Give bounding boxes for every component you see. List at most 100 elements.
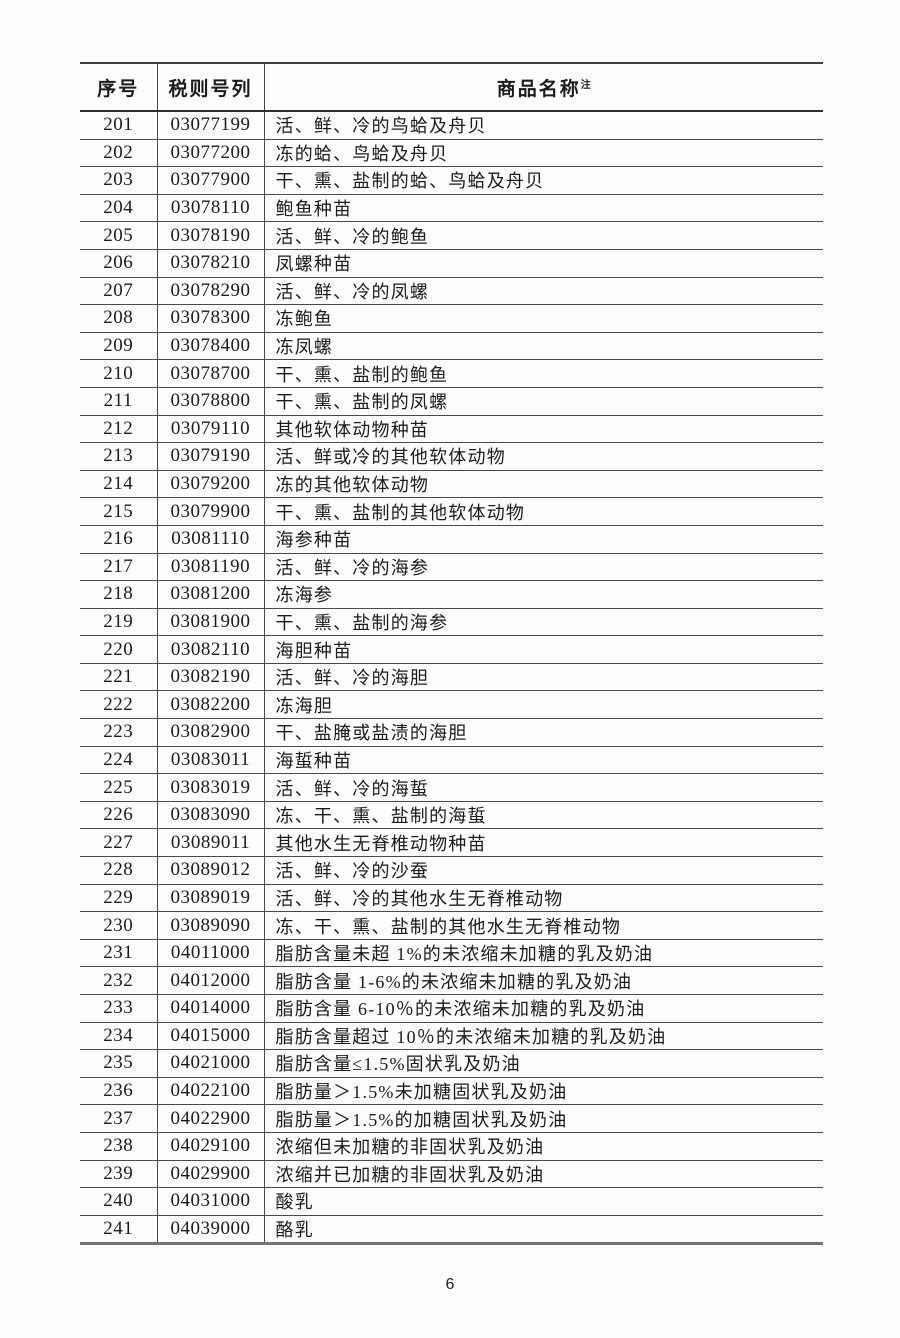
tariff-table: 序号 税则号列 商品名称注 201 03077199 活、鲜、冷的鸟蛤及舟贝 2… [80, 62, 823, 1246]
code-cell: 03078800 [157, 387, 265, 416]
table-row: 226 03083090 冻、干、熏、盐制的海蜇 [80, 801, 823, 830]
name-cell: 冻的其他软体动物 [264, 470, 823, 499]
code-cell: 04031000 [157, 1187, 265, 1216]
name-cell: 活、鲜、冷的沙蚕 [264, 856, 823, 885]
name-cell: 脂肪含量未超 1%的未浓缩未加糖的乳及奶油 [264, 939, 823, 968]
table-row: 207 03078290 活、鲜、冷的凤螺 [80, 277, 823, 306]
code-cell: 03082110 [157, 635, 265, 664]
code-cell: 03082900 [157, 718, 265, 747]
table-row: 236 04022100 脂肪量＞1.5%未加糖固状乳及奶油 [80, 1077, 823, 1106]
table-row: 208 03078300 冻鲍鱼 [80, 304, 823, 333]
code-cell: 03077199 [157, 111, 265, 140]
table-row: 215 03079900 干、熏、盐制的其他软体动物 [80, 497, 823, 526]
table-row: 237 04022900 脂肪量＞1.5%的加糖固状乳及奶油 [80, 1104, 823, 1133]
serial-cell: 207 [80, 277, 158, 306]
code-cell: 03083090 [157, 801, 265, 830]
code-cell: 04015000 [157, 1022, 265, 1051]
header-name-label: 商品名称 [496, 78, 581, 100]
code-cell: 04022900 [157, 1104, 265, 1133]
code-cell: 03082200 [157, 690, 265, 720]
serial-cell: 238 [80, 1132, 158, 1161]
serial-cell: 210 [80, 359, 158, 388]
serial-cell: 231 [80, 939, 158, 968]
table-row: 203 03077900 干、熏、盐制的蛤、鸟蛤及舟贝 [80, 166, 823, 195]
table-row: 219 03081900 干、熏、盐制的海参 [80, 608, 823, 637]
name-cell: 海胆种苗 [264, 635, 823, 664]
name-cell: 干、熏、盐制的其他软体动物 [264, 497, 823, 526]
table-row: 214 03079200 冻的其他软体动物 [80, 470, 823, 499]
table-row: 206 03078210 凤螺种苗 [80, 249, 823, 278]
table-row: 239 04029900 浓缩并已加糖的非固状乳及奶油 [80, 1160, 823, 1189]
header-serial: 序号 [80, 62, 158, 112]
table-row: 228 03089012 活、鲜、冷的沙蚕 [80, 856, 823, 885]
header-code-label: 税则号列 [168, 78, 253, 100]
name-cell: 浓缩但未加糖的非固状乳及奶油 [264, 1132, 823, 1161]
serial-cell: 221 [80, 663, 158, 692]
serial-cell: 240 [80, 1187, 158, 1216]
table-row: 202 03077200 冻的蛤、鸟蛤及舟贝 [80, 139, 823, 168]
code-cell: 03079190 [157, 442, 265, 471]
table-row: 223 03082900 干、盐腌或盐渍的海胆 [80, 718, 823, 747]
code-cell: 04011000 [157, 939, 265, 968]
name-cell: 活、鲜、冷的其他水生无脊椎动物 [264, 884, 823, 913]
header-name-note-superscript: 注 [580, 79, 591, 91]
serial-cell: 220 [80, 635, 158, 664]
name-cell: 活、鲜、冷的鸟蛤及舟贝 [264, 111, 823, 140]
table-row: 227 03089011 其他水生无脊椎动物种苗 [80, 828, 823, 858]
serial-cell: 236 [80, 1077, 158, 1106]
name-cell: 脂肪含量超过 10％的未浓缩未加糖的乳及奶油 [264, 1022, 823, 1051]
code-cell: 03083019 [157, 773, 265, 802]
name-cell: 其他软体动物种苗 [264, 415, 823, 444]
serial-cell: 208 [80, 304, 158, 333]
serial-cell: 234 [80, 1022, 158, 1051]
serial-cell: 203 [80, 166, 158, 195]
code-cell: 03081190 [157, 553, 265, 582]
code-cell: 03083011 [157, 746, 265, 775]
name-cell: 冻的蛤、鸟蛤及舟贝 [264, 139, 823, 168]
code-cell: 03078210 [157, 249, 265, 278]
table-row: 209 03078400 冻凤螺 [80, 332, 823, 361]
name-cell: 海蜇种苗 [264, 746, 823, 775]
code-cell: 03081200 [157, 580, 265, 609]
code-cell: 03078700 [157, 359, 265, 388]
code-cell: 03078290 [157, 277, 265, 306]
serial-cell: 201 [80, 111, 158, 140]
code-cell: 04022100 [157, 1077, 265, 1106]
table-row: 233 04014000 脂肪含量 6-10％的未浓缩未加糖的乳及奶油 [80, 994, 823, 1023]
code-cell: 03079200 [157, 470, 265, 499]
table-row: 234 04015000 脂肪含量超过 10％的未浓缩未加糖的乳及奶油 [80, 1022, 823, 1051]
code-cell: 04039000 [157, 1215, 265, 1246]
serial-cell: 226 [80, 801, 158, 830]
serial-cell: 237 [80, 1104, 158, 1133]
name-cell: 活、鲜、冷的海参 [264, 553, 823, 582]
code-cell: 04029100 [157, 1132, 265, 1161]
table-row: 218 03081200 冻海参 [80, 580, 823, 609]
name-cell: 脂肪量＞1.5%的加糖固状乳及奶油 [264, 1104, 823, 1133]
name-cell: 酸乳 [264, 1187, 823, 1216]
table-row: 211 03078800 干、熏、盐制的凤螺 [80, 387, 823, 416]
serial-cell: 223 [80, 718, 158, 747]
table-row: 222 03082200 冻海胆 [80, 690, 823, 720]
name-cell: 活、鲜、冷的海蜇 [264, 773, 823, 802]
name-cell: 凤螺种苗 [264, 249, 823, 278]
name-cell: 干、熏、盐制的凤螺 [264, 387, 823, 416]
header-name: 商品名称注 [264, 62, 823, 112]
serial-cell: 217 [80, 553, 158, 582]
table-row: 225 03083019 活、鲜、冷的海蜇 [80, 773, 823, 802]
name-cell: 活、鲜或冷的其他软体动物 [264, 442, 823, 471]
serial-cell: 241 [80, 1215, 158, 1246]
name-cell: 冻、干、熏、盐制的海蜇 [264, 801, 823, 830]
table-row: 232 04012000 脂肪含量 1-6%的未浓缩未加糖的乳及奶油 [80, 966, 823, 995]
code-cell: 03079110 [157, 415, 265, 444]
code-cell: 03089012 [157, 856, 265, 885]
table-row: 224 03083011 海蜇种苗 [80, 746, 823, 775]
code-cell: 04012000 [157, 966, 265, 995]
serial-cell: 215 [80, 497, 158, 526]
code-cell: 03082190 [157, 663, 265, 692]
name-cell: 活、鲜、冷的凤螺 [264, 277, 823, 306]
serial-cell: 205 [80, 221, 158, 250]
header-code: 税则号列 [157, 62, 265, 112]
table-row: 235 04021000 脂肪含量≤1.5%固状乳及奶油 [80, 1049, 823, 1078]
code-cell: 03079900 [157, 497, 265, 526]
